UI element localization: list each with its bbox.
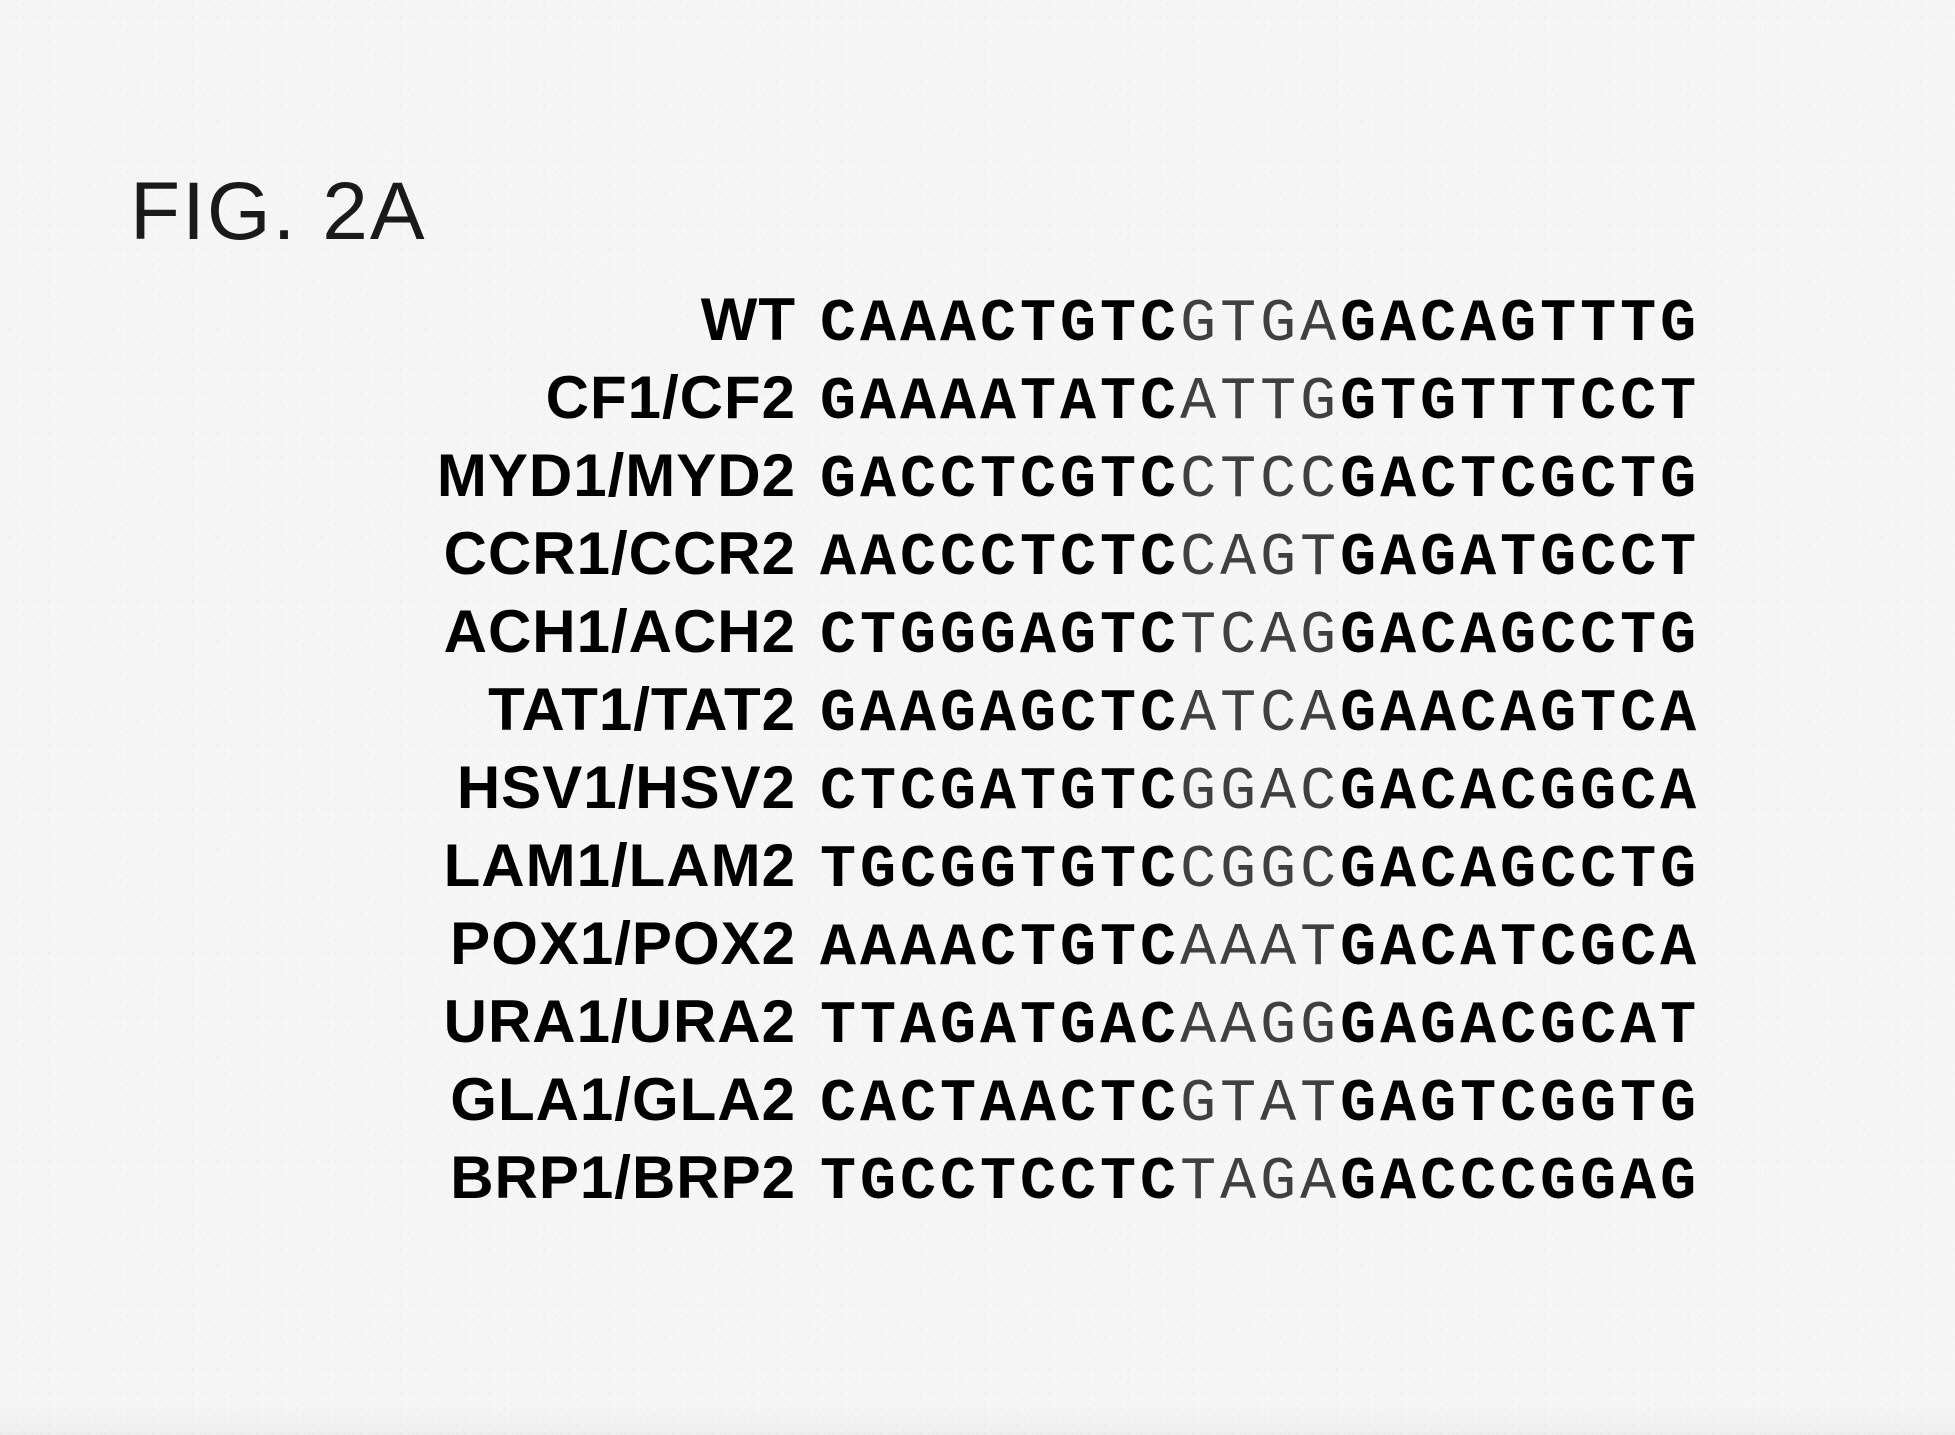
sequence-spacer-region: ATTG [1180,369,1340,437]
sequence-right-region: GACACGGCA [1340,759,1700,827]
sequence-bases: GAAAATATCATTGGTGTTTCCT [820,369,1700,437]
sequence-bases: GACCTCGTCCTCCGACTCGCTG [820,447,1700,515]
sequence-right-region: GAACAGTCA [1340,681,1700,749]
sequence-label: LAM1/LAM2 [200,831,820,900]
sequence-bases: TGCGGTGTCCGGCGACAGCCTG [820,837,1700,905]
sequence-spacer-region: GTGA [1180,291,1340,359]
sequence-left-region: CAAACTGTC [820,291,1180,359]
sequence-right-region: GACCCGGAG [1340,1149,1700,1217]
sequence-right-region: GTGTTTCCT [1340,369,1700,437]
sequence-right-region: GACAGTTTG [1340,291,1700,359]
sequence-label: BRP1/BRP2 [200,1143,820,1212]
sequence-row: MYD1/MYD2GACCTCGTCCTCCGACTCGCTG [200,441,1700,519]
sequence-bases: TGCCTCCTCTAGAGACCCGGAG [820,1149,1700,1217]
sequence-label: HSV1/HSV2 [200,753,820,822]
sequence-spacer-region: GGAC [1180,759,1340,827]
sequence-label: CCR1/CCR2 [200,519,820,588]
sequence-label: ACH1/ACH2 [200,597,820,666]
sequence-label: MYD1/MYD2 [200,441,820,510]
sequence-left-region: AAAACTGTC [820,915,1180,983]
sequence-right-region: GACATCGCA [1340,915,1700,983]
sequence-label: POX1/POX2 [200,909,820,978]
sequence-spacer-region: CGGC [1180,837,1340,905]
bottom-gradient [0,1405,1955,1435]
sequence-spacer-region: GTAT [1180,1071,1340,1139]
sequence-left-region: TTAGATGAC [820,993,1180,1061]
sequence-alignment-table: WTCAAACTGTCGTGAGACAGTTTGCF1/CF2GAAAATATC… [200,285,1700,1221]
sequence-row: TAT1/TAT2GAAGAGCTCATCAGAACAGTCA [200,675,1700,753]
sequence-bases: CTGGGAGTCTCAGGACAGCCTG [820,603,1700,671]
sequence-spacer-region: AAGG [1180,993,1340,1061]
sequence-bases: AACCCTCTCCAGTGAGATGCCT [820,525,1700,593]
sequence-bases: TTAGATGACAAGGGAGACGCAT [820,993,1700,1061]
sequence-row: HSV1/HSV2CTCGATGTCGGACGACACGGCA [200,753,1700,831]
sequence-spacer-region: ATCA [1180,681,1340,749]
sequence-row: GLA1/GLA2CACTAACTCGTATGAGTCGGTG [200,1065,1700,1143]
sequence-left-region: GAAGAGCTC [820,681,1180,749]
sequence-left-region: CTGGGAGTC [820,603,1180,671]
sequence-left-region: TGCGGTGTC [820,837,1180,905]
sequence-row: CF1/CF2GAAAATATCATTGGTGTTTCCT [200,363,1700,441]
sequence-row: LAM1/LAM2TGCGGTGTCCGGCGACAGCCTG [200,831,1700,909]
sequence-left-region: CTCGATGTC [820,759,1180,827]
sequence-bases: CACTAACTCGTATGAGTCGGTG [820,1071,1700,1139]
sequence-label: WT [200,285,820,354]
sequence-right-region: GAGATGCCT [1340,525,1700,593]
sequence-left-region: GACCTCGTC [820,447,1180,515]
sequence-label: CF1/CF2 [200,363,820,432]
sequence-left-region: TGCCTCCTC [820,1149,1180,1217]
sequence-spacer-region: TAGA [1180,1149,1340,1217]
sequence-label: GLA1/GLA2 [200,1065,820,1134]
sequence-bases: GAAGAGCTCATCAGAACAGTCA [820,681,1700,749]
sequence-spacer-region: CTCC [1180,447,1340,515]
sequence-right-region: GACTCGCTG [1340,447,1700,515]
sequence-label: TAT1/TAT2 [200,675,820,744]
sequence-left-region: CACTAACTC [820,1071,1180,1139]
sequence-row: URA1/URA2TTAGATGACAAGGGAGACGCAT [200,987,1700,1065]
sequence-left-region: AACCCTCTC [820,525,1180,593]
sequence-spacer-region: TCAG [1180,603,1340,671]
sequence-row: CCR1/CCR2AACCCTCTCCAGTGAGATGCCT [200,519,1700,597]
sequence-label: URA1/URA2 [200,987,820,1056]
sequence-right-region: GACAGCCTG [1340,837,1700,905]
sequence-bases: CAAACTGTCGTGAGACAGTTTG [820,291,1700,359]
sequence-bases: AAAACTGTCAAATGACATCGCA [820,915,1700,983]
sequence-right-region: GAGTCGGTG [1340,1071,1700,1139]
sequence-row: POX1/POX2AAAACTGTCAAATGACATCGCA [200,909,1700,987]
sequence-row: ACH1/ACH2CTGGGAGTCTCAGGACAGCCTG [200,597,1700,675]
figure-label: FIG. 2A [130,165,427,259]
sequence-row: WTCAAACTGTCGTGAGACAGTTTG [200,285,1700,363]
sequence-spacer-region: AAAT [1180,915,1340,983]
sequence-right-region: GAGACGCAT [1340,993,1700,1061]
sequence-spacer-region: CAGT [1180,525,1340,593]
sequence-row: BRP1/BRP2TGCCTCCTCTAGAGACCCGGAG [200,1143,1700,1221]
sequence-bases: CTCGATGTCGGACGACACGGCA [820,759,1700,827]
sequence-left-region: GAAAATATC [820,369,1180,437]
sequence-right-region: GACAGCCTG [1340,603,1700,671]
